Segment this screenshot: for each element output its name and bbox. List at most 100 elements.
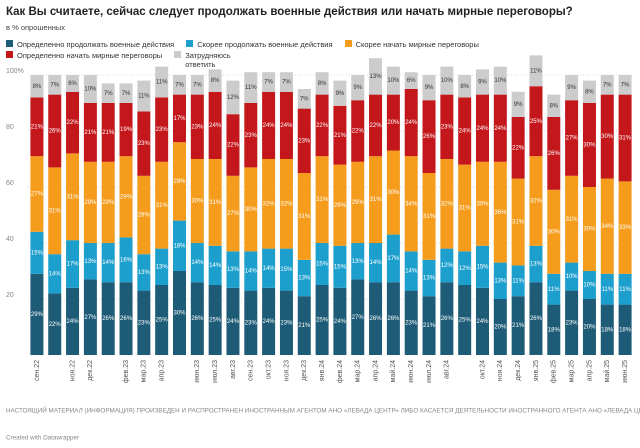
x-tick-label: окт.23: [265, 360, 272, 379]
y-tick-label: 40: [6, 236, 14, 243]
data-label: 25%: [459, 318, 472, 324]
data-label: 31%: [512, 220, 525, 226]
data-label: 30%: [601, 134, 614, 140]
x-tick-label: дек.23: [301, 360, 308, 381]
bar-segment: [582, 299, 596, 355]
bar-segment: [155, 66, 169, 98]
bar-segment: [101, 243, 115, 283]
bar-segment: [155, 97, 169, 162]
data-label: 13%: [84, 259, 97, 265]
data-label: 23%: [156, 127, 169, 133]
data-label: 11%: [156, 80, 168, 86]
data-label: 29%: [31, 312, 44, 318]
data-label: 23%: [245, 320, 258, 326]
data-label: 11%: [530, 68, 542, 74]
bar-segment: [600, 178, 614, 274]
bar-segment: [244, 167, 258, 252]
x-tick-label: фев.24: [337, 360, 344, 383]
data-label: 23%: [191, 124, 204, 130]
bar-segment: [244, 72, 258, 103]
data-label: 7%: [282, 80, 291, 86]
bar-segment: [173, 94, 186, 143]
data-label: 10%: [441, 78, 454, 84]
data-label: 30%: [191, 199, 204, 205]
data-label: 23%: [298, 138, 311, 144]
data-label: 21%: [31, 124, 44, 130]
data-label: 27%: [31, 192, 44, 198]
x-tick-label: май.25: [603, 360, 611, 382]
legend-item: Скорее продолжать военные действия: [186, 40, 333, 49]
data-label: 23%: [405, 320, 418, 326]
data-label: 21%: [84, 130, 97, 136]
bar-segment: [333, 80, 347, 106]
bar-segment: [208, 159, 222, 246]
data-label: 22%: [370, 123, 383, 129]
data-label: 14%: [370, 260, 383, 266]
bar-segment: [155, 248, 169, 285]
data-label: 26%: [370, 316, 383, 322]
data-label: 11%: [245, 85, 257, 91]
bar-segment: [190, 94, 204, 159]
bar-segment: [137, 80, 151, 112]
bar-segment: [565, 100, 579, 176]
x-tick-label: авг.24: [444, 360, 451, 379]
legend-swatch: [174, 51, 182, 58]
bar-segment: [422, 100, 436, 173]
data-label: 10%: [494, 78, 507, 84]
x-tick-label: янв.25: [533, 360, 540, 381]
bar-segment: [208, 285, 222, 355]
legend: Определенно продолжать военные действия С…: [6, 40, 636, 69]
bar-segment: [190, 282, 204, 355]
bar-segment: [226, 251, 240, 288]
data-label: 22%: [49, 322, 62, 328]
data-label: 20%: [494, 325, 507, 331]
data-label: 24%: [476, 126, 489, 132]
legend-item: Определенно начать мирные переговоры: [6, 51, 162, 69]
data-label: 6%: [68, 81, 77, 87]
data-label: 17%: [387, 256, 400, 262]
data-label: 24%: [280, 123, 293, 129]
data-label: 30%: [387, 190, 400, 196]
data-label: 12%: [441, 263, 454, 269]
bar-segment: [476, 69, 489, 95]
data-label: 29%: [352, 200, 365, 206]
data-label: 14%: [209, 263, 222, 269]
bar-segment: [48, 254, 62, 294]
x-tick-label: мар.25: [568, 360, 575, 382]
bar-segment: [511, 178, 525, 266]
data-label: 22%: [352, 129, 365, 135]
data-label: 24%: [209, 123, 222, 129]
data-label: 23%: [280, 320, 293, 326]
data-label: 24%: [263, 319, 276, 325]
bar-segment: [547, 304, 561, 355]
bar-segment: [137, 175, 151, 255]
bar-segment: [351, 161, 365, 243]
bar-segment: [155, 285, 169, 355]
bar-segment: [404, 290, 418, 355]
bar-segment: [48, 167, 62, 255]
x-tick-label: апр.25: [586, 360, 593, 381]
data-label: 26%: [102, 316, 115, 322]
bar-segment: [226, 80, 240, 115]
bar-segment: [101, 282, 115, 355]
data-label: 14%: [102, 260, 115, 266]
data-label: 34%: [405, 201, 418, 207]
data-label: 8%: [318, 81, 327, 87]
bar-segment: [279, 290, 293, 355]
x-tick-label: июн.25: [622, 360, 629, 383]
bar-segment: [101, 103, 115, 162]
x-tick-label: авг.23: [230, 360, 237, 379]
data-label: 31%: [459, 206, 472, 212]
data-label: 7%: [300, 96, 309, 102]
bar-segment: [351, 75, 365, 101]
bar-segment: [547, 189, 561, 274]
bar-segment: [458, 251, 472, 285]
data-label: 31%: [370, 197, 383, 203]
data-label: 14%: [191, 260, 204, 266]
data-label: 7%: [175, 82, 184, 88]
data-label: 11%: [619, 287, 631, 293]
data-label: 8%: [33, 84, 42, 90]
legend-item: Затрудняюсь ответить: [174, 51, 245, 69]
data-label: 24%: [459, 129, 472, 135]
x-tick-label: май.24: [389, 360, 397, 382]
